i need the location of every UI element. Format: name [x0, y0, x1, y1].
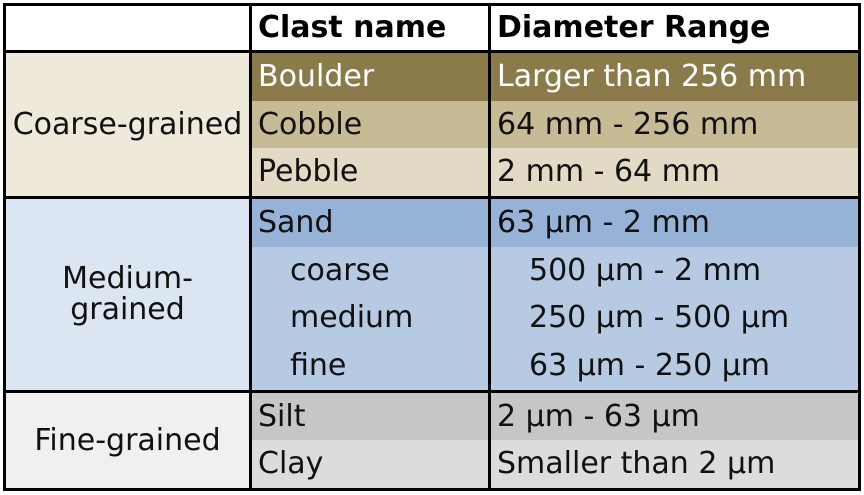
header-diameter-range: Diameter Range	[488, 3, 861, 53]
diameter-range-cell: 2 mm - 64 mm	[488, 148, 861, 199]
diameter-range-cell: 64 mm - 256 mm	[488, 100, 861, 149]
clast-subname-cell: medium	[249, 294, 491, 342]
diameter-range-cell: Larger than 256 mm	[488, 49, 861, 101]
table-row: Cobble 64 mm - 256 mm	[5, 100, 861, 149]
clast-size-table-frame: Clast name Diameter Range Coarse-grained…	[3, 3, 861, 492]
table-row: Medium- grained Sand 63 µm - 2 mm	[3, 195, 861, 393]
table-row: coarse 500 µm - 2 mm	[5, 246, 861, 295]
header-clast-name: Clast name	[249, 3, 491, 53]
table-row: Coarse-grained Boulder Larger than 256 m…	[3, 49, 861, 199]
diameter-range-cell: 250 µm - 500 µm	[488, 294, 861, 342]
group-fine-grained: Fine-grained	[3, 389, 252, 492]
clast-name-cell: Boulder	[249, 49, 491, 101]
clast-name-cell: Silt	[249, 389, 491, 441]
diameter-range-cell: 63 µm - 250 µm	[488, 341, 861, 393]
group-coarse-grained: Coarse-grained	[3, 50, 252, 199]
clast-name-cell: Sand	[249, 195, 491, 247]
diameter-range-cell: 500 µm - 2 mm	[488, 246, 861, 295]
table-row: Clay Smaller than 2 µm	[5, 440, 861, 492]
header-group-cell	[3, 3, 252, 53]
group-label-line: grained	[70, 292, 185, 328]
diameter-range-cell: 2 µm - 63 µm	[488, 389, 861, 441]
diameter-range-cell: Smaller than 2 µm	[488, 440, 861, 492]
clast-subname-cell: coarse	[249, 246, 491, 295]
table-row: fine 63 µm - 250 µm	[5, 341, 861, 393]
table-row: medium 250 µm - 500 µm	[5, 294, 861, 342]
table-row: Fine-grained Silt 2 µm - 63 µm	[3, 389, 861, 492]
diameter-range-cell: 63 µm - 2 mm	[488, 195, 861, 247]
header-row: Clast name Diameter Range	[3, 3, 861, 53]
clast-name-cell: Cobble	[249, 100, 491, 149]
group-medium-grained: Medium- grained	[3, 195, 252, 393]
table-row: Pebble 2 mm - 64 mm	[5, 148, 861, 199]
clast-name-cell: Clay	[249, 440, 491, 492]
clast-name-cell: Pebble	[249, 148, 491, 199]
clast-size-table: Clast name Diameter Range Coarse-grained…	[3, 3, 861, 492]
clast-subname-cell: fine	[249, 341, 491, 393]
group-label-line: Medium-	[62, 260, 193, 296]
